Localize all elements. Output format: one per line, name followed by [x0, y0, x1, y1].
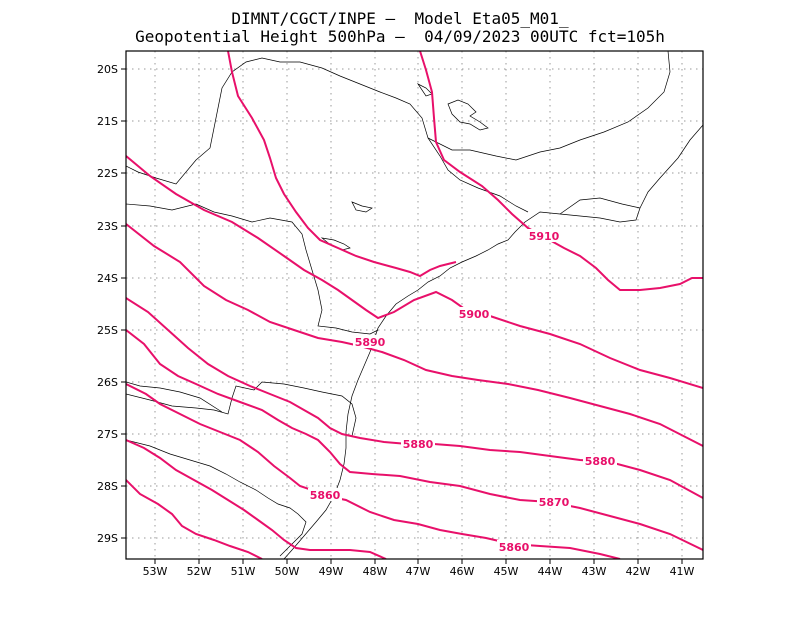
- state-border: [126, 203, 379, 335]
- contour-label-5910: 5910: [529, 230, 560, 243]
- contour-label-5900: 5900: [459, 308, 490, 321]
- contour-5920-west: [227, 51, 457, 278]
- contour-labels: 5910 5900 5890 5880 5880 5870 5860 5860: [308, 229, 617, 554]
- lat-label: 27S: [97, 428, 118, 441]
- contour-label-5890: 5890: [355, 336, 386, 349]
- lat-label: 20S: [97, 63, 118, 76]
- lon-label: 53W: [143, 565, 168, 578]
- lat-label: 29S: [97, 532, 118, 545]
- lon-label: 49W: [319, 565, 344, 578]
- contour-label-5860: 5860: [499, 541, 530, 554]
- contour-5870: [126, 383, 621, 559]
- contour-5860: [126, 439, 387, 559]
- lat-label: 23S: [97, 220, 118, 233]
- contour-5850: [126, 479, 263, 559]
- contour-5910: [126, 155, 703, 389]
- lon-label: 42W: [626, 565, 651, 578]
- lat-label: 26S: [97, 376, 118, 389]
- lon-label: 44W: [538, 565, 563, 578]
- contour-5890: [126, 297, 703, 499]
- lon-label: 45W: [494, 565, 519, 578]
- lat-gridlines: [126, 68, 703, 539]
- label-halo: [401, 437, 435, 450]
- map-title-line2: Geopotential Height 500hPa – 04/09/2023 …: [135, 27, 665, 46]
- lat-label: 22S: [97, 167, 118, 180]
- state-border: [126, 57, 529, 213]
- contour-label-5880: 5880: [585, 455, 616, 468]
- lat-label: 24S: [97, 272, 118, 285]
- coastline: [283, 124, 703, 559]
- label-halo: [497, 540, 531, 553]
- contour-5920-east: [419, 51, 703, 291]
- contour-5900: [126, 223, 703, 447]
- label-halo: [583, 454, 617, 467]
- lon-ticks: [154, 559, 683, 564]
- reservoir: [351, 201, 373, 213]
- lon-gridlines: [154, 51, 683, 559]
- height-contours: [126, 51, 703, 559]
- label-halo: [537, 495, 571, 508]
- contour-label-5870: 5870: [539, 496, 570, 509]
- label-halo: [457, 307, 491, 320]
- lon-label: 52W: [187, 565, 212, 578]
- state-border: [427, 51, 671, 161]
- label-halo: [527, 229, 561, 242]
- lat-label: 28S: [97, 480, 118, 493]
- lon-labels: 53W 52W 51W 50W 49W 48W 47W 46W 45W 44W …: [143, 565, 695, 578]
- lat-ticks: [121, 68, 126, 539]
- reservoir: [447, 99, 489, 131]
- contour-label-5860: 5860: [310, 489, 341, 502]
- lat-labels: 20S 21S 22S 23S 24S 25S 26S 27S 28S 29S: [97, 63, 118, 545]
- lon-label: 48W: [363, 565, 388, 578]
- state-border: [126, 439, 307, 557]
- map-frame: [125, 50, 704, 560]
- state-border: [559, 197, 641, 215]
- coastline-borders: [126, 51, 703, 559]
- label-halo: [353, 335, 387, 348]
- lon-label: 43W: [582, 565, 607, 578]
- label-halo: [308, 488, 342, 501]
- lon-label: 51W: [231, 565, 256, 578]
- lon-label: 47W: [406, 565, 431, 578]
- lat-label: 21S: [97, 115, 118, 128]
- lon-label: 50W: [275, 565, 300, 578]
- lat-label: 25S: [97, 324, 118, 337]
- map-title-line1: DIMNT/CGCT/INPE – Model Eta05_M01_: [231, 9, 569, 28]
- lon-label: 41W: [670, 565, 695, 578]
- contour-label-5880: 5880: [403, 438, 434, 451]
- state-border: [126, 381, 357, 437]
- country-border: [126, 381, 223, 413]
- lon-label: 46W: [450, 565, 475, 578]
